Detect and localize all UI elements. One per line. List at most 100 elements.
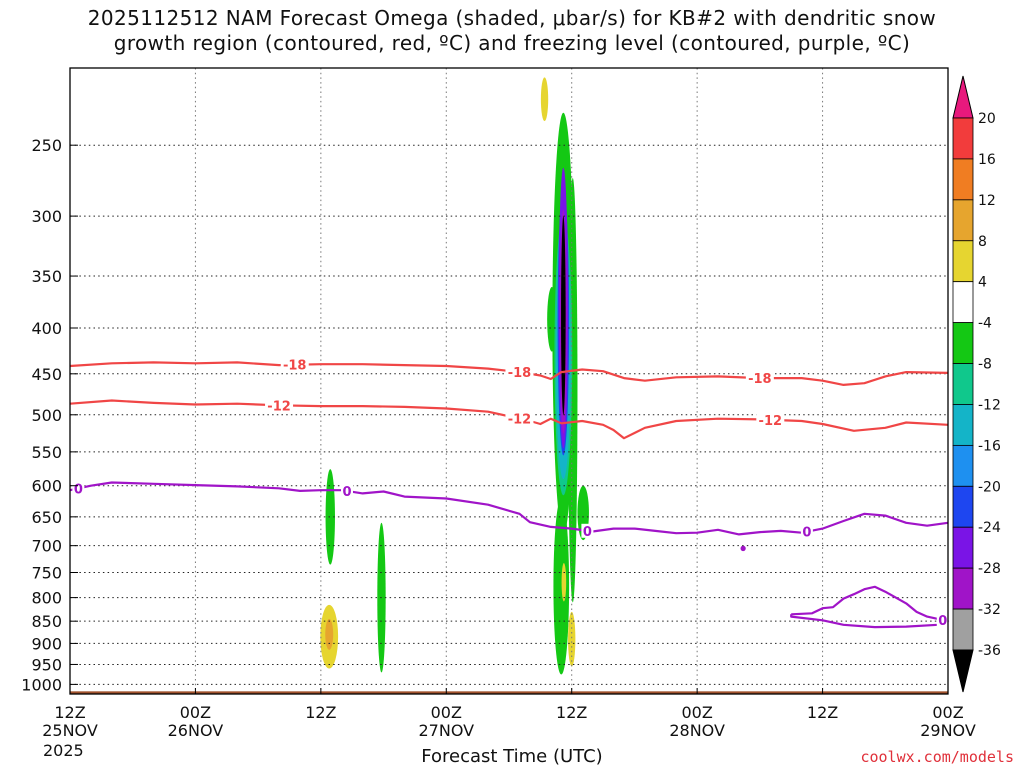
colorbar-swatch-12 bbox=[952, 567, 974, 610]
colorbar-swatch-11 bbox=[952, 526, 974, 569]
colorbar-label-4: 4 bbox=[978, 275, 987, 291]
colorbar-label-7: -12 bbox=[978, 397, 1001, 413]
colorbar-bottom-arrow bbox=[952, 649, 974, 693]
contour-label-bg-2 bbox=[745, 371, 774, 386]
omega-shade-14 bbox=[325, 469, 335, 565]
contour-label-10: 0 bbox=[938, 614, 947, 629]
colorbar-label-5: -4 bbox=[978, 316, 992, 332]
colorbar-swatch-10 bbox=[952, 485, 974, 528]
y-tick-label-550: 550 bbox=[31, 443, 62, 462]
chart-title: 2025112512 NAM Forecast Omega (shaded, μ… bbox=[0, 6, 1024, 56]
colorbar-swatch-9 bbox=[952, 444, 974, 487]
contour-label-bg-8 bbox=[581, 523, 594, 538]
colorbar-label-12: -32 bbox=[978, 602, 1001, 618]
contour-label-bg-7 bbox=[340, 484, 353, 499]
y-tick-label-300: 300 bbox=[31, 207, 62, 226]
omega-shade-17 bbox=[325, 618, 334, 650]
colorbar-label-1: 16 bbox=[978, 152, 996, 168]
x-tick-date-84: 29NOV bbox=[920, 721, 976, 740]
contour-label-bg-1 bbox=[505, 365, 534, 380]
omega-shade-11 bbox=[561, 216, 566, 415]
colorbar-label-10: -24 bbox=[978, 520, 1001, 536]
colorbar-swatch-2 bbox=[952, 158, 974, 201]
omega-shade-2 bbox=[553, 498, 570, 675]
omega-shade-0 bbox=[540, 77, 549, 122]
y-tick-label-500: 500 bbox=[31, 406, 62, 425]
y-tick-label-450: 450 bbox=[31, 365, 62, 384]
colorbar-swatch-8 bbox=[952, 404, 974, 446]
x-axis-title: Forecast Time (UTC) bbox=[421, 746, 603, 767]
x-tick-label-48: 12Z bbox=[556, 703, 587, 722]
colorbar-swatch-5 bbox=[952, 281, 974, 324]
x-axis-year-label: 2025 bbox=[43, 741, 84, 760]
x-tick-label-60: 00Z bbox=[681, 703, 712, 722]
y-tick-label-250: 250 bbox=[31, 136, 62, 155]
y-tick-label-900: 900 bbox=[31, 634, 62, 653]
credit-link[interactable]: coolwx.com/models bbox=[860, 748, 1014, 766]
colorbar-swatch-1 bbox=[952, 117, 974, 160]
y-tick-label-350: 350 bbox=[31, 267, 62, 286]
contour-label-bg-10 bbox=[936, 613, 949, 628]
x-tick-label-24: 12Z bbox=[305, 703, 336, 722]
contour-label-bg-5 bbox=[756, 412, 785, 427]
contour-label-bg-0 bbox=[280, 357, 309, 372]
colorbar: 20 16 12 8 4 -4 -8 -12 -16 -20 -24 -28 -32 -36 bbox=[952, 75, 1001, 693]
colorbar-label-0: 20 bbox=[978, 111, 996, 127]
colorbar-top-arrow bbox=[952, 75, 974, 119]
x-tick-label-36: 00Z bbox=[431, 703, 462, 722]
y-axis-tick-labels: 250 300 350 400 450 500 550 600 650 700 750 800 850 9… bbox=[21, 136, 62, 694]
contour-label-0: -18 bbox=[283, 359, 307, 374]
y-tick-label-950: 950 bbox=[31, 655, 62, 674]
x-tick-date-0: 25NOV bbox=[42, 721, 98, 740]
plot-frame bbox=[69, 67, 949, 695]
colorbar-label-6: -8 bbox=[978, 357, 992, 373]
contour-label-1: -18 bbox=[508, 366, 532, 381]
colorbar-swatch-7 bbox=[952, 363, 974, 405]
y-tick-label-600: 600 bbox=[31, 477, 62, 496]
contour-label-8: 0 bbox=[583, 525, 592, 540]
chart-title-line1: 2025112512 NAM Forecast Omega (shaded, μ… bbox=[87, 6, 937, 30]
x-tick-date-60: 28NOV bbox=[669, 721, 725, 740]
contour-label-bg-3 bbox=[265, 398, 294, 413]
colorbar-swatch-6 bbox=[952, 322, 974, 364]
colorbar-swatch-13 bbox=[952, 608, 974, 651]
colorbar-label-9: -20 bbox=[978, 479, 1001, 495]
colorbar-label-8: -16 bbox=[978, 438, 1001, 454]
contour-line-0-2 bbox=[69, 481, 949, 536]
y-tick-label-800: 800 bbox=[31, 589, 62, 608]
omega-shading bbox=[320, 77, 746, 675]
omega-shade-13 bbox=[568, 611, 576, 667]
contour-label-5: -12 bbox=[759, 414, 783, 429]
y-tick-label-1000: 1000 bbox=[21, 675, 62, 694]
x-tick-date-12: 26NOV bbox=[168, 721, 224, 740]
temperature-contours: -18 -18 -18 -12 -12 -12 0 0 0 0 0 bbox=[69, 357, 950, 629]
contour-line--18-0 bbox=[69, 361, 949, 386]
contour-label-6: 0 bbox=[74, 482, 83, 497]
x-tick-label-0: 12Z bbox=[54, 703, 85, 722]
colorbar-swatch-4 bbox=[952, 240, 974, 283]
contour-label-9: 0 bbox=[802, 526, 811, 541]
contour-label-bg-6 bbox=[72, 481, 85, 496]
x-tick-label-12: 00Z bbox=[180, 703, 211, 722]
terrain-rect bbox=[70, 691, 948, 694]
omega-shade-18 bbox=[740, 545, 746, 552]
contour-label-2: -18 bbox=[748, 372, 772, 387]
y-tick-label-700: 700 bbox=[31, 537, 62, 556]
x-tick-label-72: 12Z bbox=[807, 703, 838, 722]
x-tick-date-36: 27NOV bbox=[418, 721, 474, 740]
contour-label-7: 0 bbox=[342, 485, 351, 500]
colorbar-label-2: 12 bbox=[978, 193, 996, 209]
contour-line-0-3 bbox=[790, 585, 950, 629]
colorbar-label-3: 8 bbox=[978, 234, 987, 250]
y-tick-label-650: 650 bbox=[31, 508, 62, 527]
contour-label-4: -12 bbox=[508, 413, 532, 428]
colorbar-label-11: -28 bbox=[978, 561, 1001, 577]
y-tick-label-850: 850 bbox=[31, 612, 62, 631]
y-tick-label-400: 400 bbox=[31, 319, 62, 338]
chart-title-line2: growth region (contoured, red, ºC) and f… bbox=[113, 31, 911, 55]
colorbar-label-13: -36 bbox=[978, 643, 1001, 659]
x-tick-label-84: 00Z bbox=[932, 703, 963, 722]
plot-border bbox=[69, 67, 949, 695]
